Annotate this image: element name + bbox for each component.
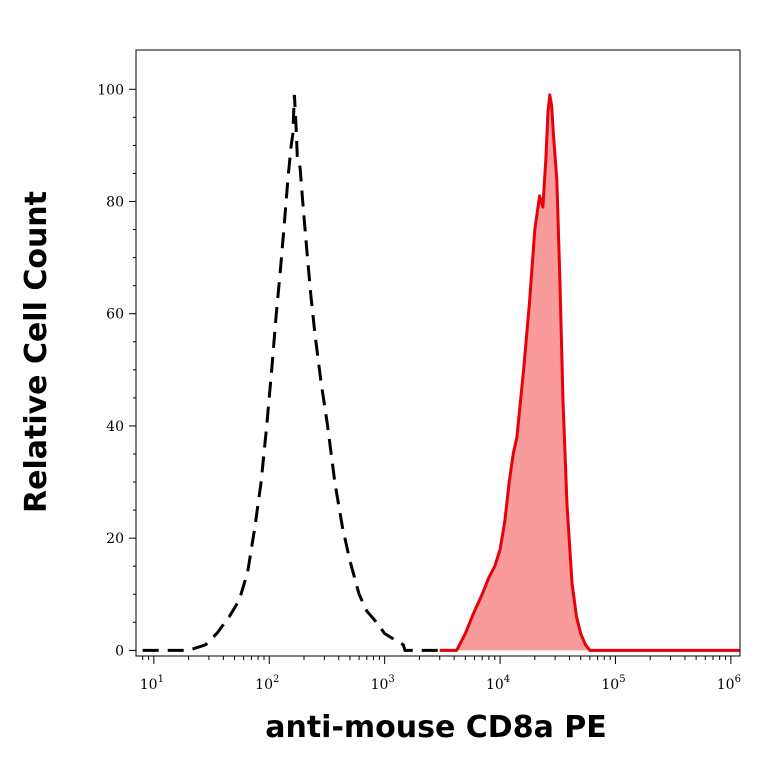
control-histogram-line bbox=[142, 94, 440, 652]
x-tick-label: 101 bbox=[140, 674, 164, 693]
y-tick-label: 100 bbox=[97, 82, 124, 98]
plot-area: 101 102 103 104 105 106 0 20 40 60 80 100 bbox=[97, 49, 741, 693]
x-tick-label: 104 bbox=[486, 674, 510, 693]
y-tick-label: 40 bbox=[106, 419, 124, 435]
y-axis-title: Relative Cell Count bbox=[19, 191, 54, 513]
stained-histogram-line bbox=[439, 93, 740, 652]
x-tick-label: 102 bbox=[255, 674, 279, 693]
x-tick-label: 105 bbox=[601, 674, 625, 693]
series-layer bbox=[142, 93, 740, 652]
y-tick-label: 60 bbox=[106, 307, 124, 323]
stained-histogram-fill bbox=[439, 94, 740, 651]
x-tick-label: 103 bbox=[371, 674, 395, 693]
y-tick-label: 0 bbox=[115, 643, 124, 659]
y-tick-label: 80 bbox=[106, 195, 124, 211]
x-axis-title: anti-mouse CD8a PE bbox=[265, 710, 607, 745]
x-tick-label: 106 bbox=[717, 674, 741, 693]
y-tick-label: 20 bbox=[106, 531, 124, 547]
x-axis-ticks: 101 102 103 104 105 106 bbox=[140, 656, 741, 693]
y-axis-ticks: 0 20 40 60 80 100 bbox=[97, 82, 136, 659]
plot-frame bbox=[135, 49, 741, 657]
